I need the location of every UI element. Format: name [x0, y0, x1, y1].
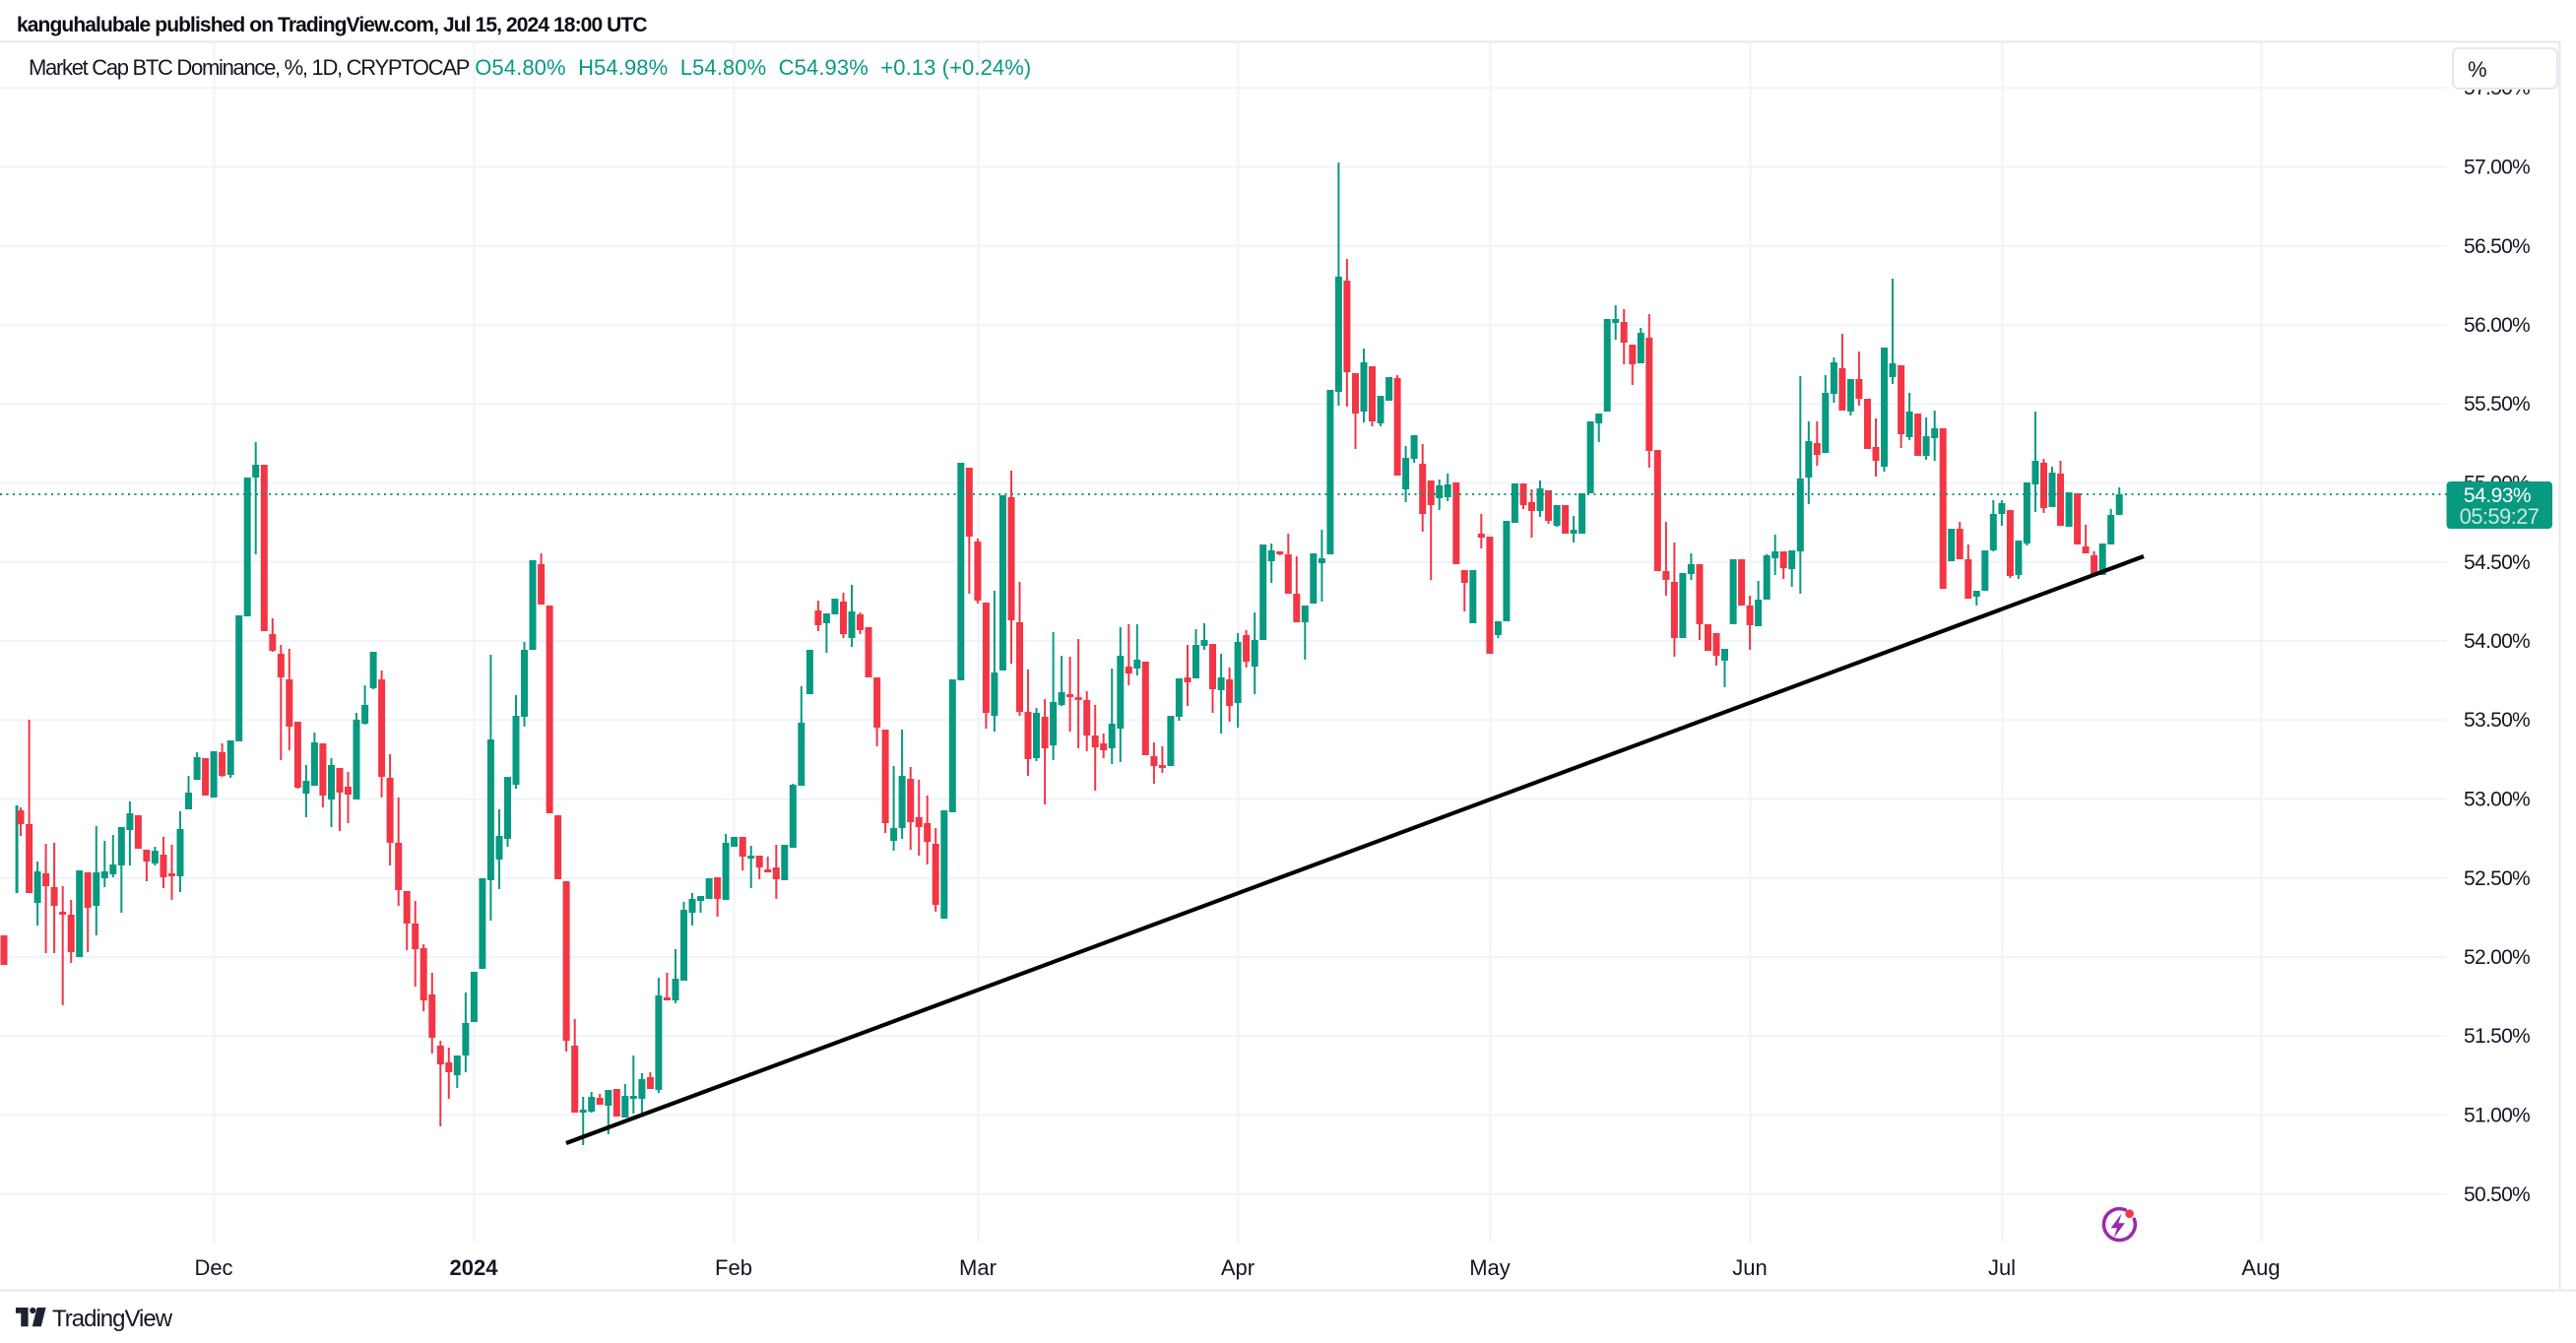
- svg-text:Jun: Jun: [1732, 1255, 1767, 1280]
- svg-text:Jul: Jul: [1988, 1255, 2016, 1280]
- svg-text:05:59:27: 05:59:27: [2460, 504, 2540, 529]
- svg-text:54.00%: 54.00%: [2464, 630, 2530, 653]
- svg-text:54.93%: 54.93%: [2464, 484, 2531, 507]
- svg-text:51.00%: 51.00%: [2464, 1105, 2530, 1127]
- svg-text:54.50%: 54.50%: [2464, 551, 2530, 574]
- svg-text:52.50%: 52.50%: [2464, 867, 2530, 890]
- svg-text:Feb: Feb: [715, 1255, 752, 1280]
- svg-text:Dec: Dec: [194, 1255, 232, 1280]
- svg-text:May: May: [1469, 1255, 1511, 1280]
- svg-text:%: %: [2468, 57, 2487, 82]
- svg-text:TradingView: TradingView: [52, 1306, 173, 1332]
- svg-text:52.00%: 52.00%: [2464, 946, 2530, 969]
- svg-text:51.50%: 51.50%: [2464, 1025, 2530, 1048]
- svg-text:Apr: Apr: [1221, 1255, 1255, 1280]
- svg-text:53.50%: 53.50%: [2464, 709, 2530, 732]
- svg-text:Aug: Aug: [2241, 1255, 2280, 1280]
- svg-text:55.50%: 55.50%: [2464, 393, 2530, 416]
- svg-text:56.00%: 56.00%: [2464, 314, 2530, 337]
- svg-text:50.50%: 50.50%: [2464, 1183, 2530, 1206]
- svg-text:2024: 2024: [450, 1255, 499, 1280]
- svg-text:53.00%: 53.00%: [2464, 789, 2530, 811]
- svg-text:57.00%: 57.00%: [2464, 157, 2530, 179]
- svg-text:56.50%: 56.50%: [2464, 235, 2530, 258]
- svg-text:Mar: Mar: [959, 1255, 997, 1280]
